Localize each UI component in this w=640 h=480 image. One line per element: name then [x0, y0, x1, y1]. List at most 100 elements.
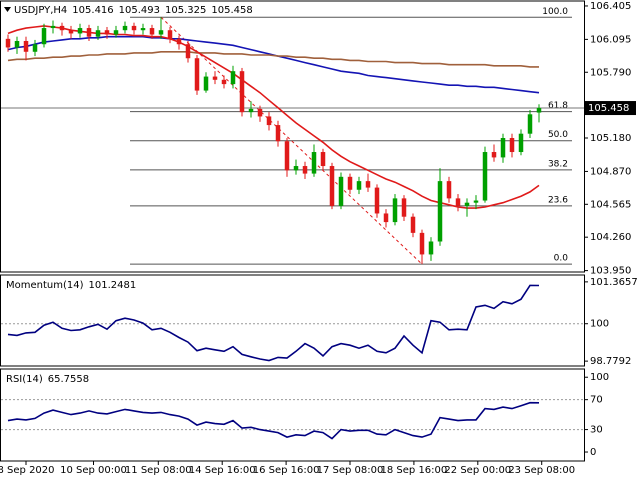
fib-label: 100.0 — [542, 7, 568, 17]
y-tick-label: 104.260 — [590, 232, 631, 243]
y-tick-label: 100 — [590, 372, 609, 383]
y-tick-label: 103.950 — [590, 266, 631, 277]
header-text: 105.325 — [165, 5, 206, 16]
y-tick-label: 106.405 — [590, 1, 631, 12]
candle-body — [437, 181, 443, 242]
candle-body — [491, 152, 497, 158]
x-tick-label: 22 Sep 00:00 — [444, 465, 511, 476]
indicator-label: Momentum(14) — [6, 280, 84, 291]
candle-body — [356, 181, 362, 190]
candle-body — [455, 198, 461, 206]
indicator-label: RSI(14) — [6, 374, 43, 385]
y-tick-label: 106.095 — [590, 34, 631, 45]
price-box — [584, 101, 636, 116]
candle-body — [77, 28, 83, 34]
x-tick-label: 18 Sep 16:00 — [381, 465, 448, 476]
header-text: 105.493 — [119, 5, 160, 16]
x-tick-label: 11 Sep 08:00 — [125, 465, 192, 476]
y-tick-label: 100 — [590, 319, 609, 330]
candle-body — [131, 25, 137, 31]
y-tick-label: 0 — [590, 447, 596, 458]
candle-body — [203, 76, 209, 91]
candle-body — [338, 176, 344, 206]
candle-body — [473, 200, 479, 203]
candle-body — [230, 71, 236, 85]
y-tick-label: 104.565 — [590, 199, 631, 210]
candle-body — [248, 108, 254, 113]
x-tick-label: 23 Sep 08:00 — [508, 465, 575, 476]
candle-body — [113, 30, 119, 35]
candle-body — [311, 152, 317, 174]
indicator-label: 101.2481 — [89, 280, 137, 291]
series-line — [7, 284, 540, 362]
candle-body — [239, 71, 245, 113]
candle-body — [446, 181, 452, 199]
candle-body — [68, 30, 74, 34]
fib-label: 23.6 — [548, 195, 568, 205]
candle-body — [23, 40, 29, 52]
candle-body — [518, 133, 524, 153]
candle-body — [32, 44, 38, 52]
candle-body — [86, 28, 92, 37]
candle-body — [392, 198, 398, 223]
candle-body — [50, 25, 56, 29]
header-text: 105.458 — [211, 5, 252, 16]
fib-label: 0.0 — [554, 254, 569, 264]
candle-body — [347, 176, 353, 190]
panel-frame — [0, 0, 585, 273]
candle-body — [509, 138, 515, 153]
candle-body — [59, 25, 65, 31]
candle-body — [122, 25, 128, 31]
header-text: 105.416 — [72, 5, 113, 16]
candle-body — [401, 198, 407, 217]
series-line — [7, 51, 539, 68]
candle-body — [275, 125, 281, 142]
candle-body — [365, 181, 371, 188]
y-tick-label: 30 — [590, 425, 603, 436]
y-tick-label: 70 — [590, 395, 603, 406]
candle-body — [5, 38, 11, 48]
candle-body — [293, 166, 299, 171]
fib-label: 38.2 — [548, 159, 568, 169]
series-line — [7, 401, 540, 440]
candle-body — [212, 76, 218, 80]
candle-body — [14, 40, 20, 48]
indicator-label: 65.7558 — [48, 374, 89, 385]
y-tick-label: 104.870 — [590, 166, 631, 177]
x-tick-label: 16 Sep 16:00 — [253, 465, 320, 476]
candle-body — [194, 58, 200, 91]
candle-body — [95, 30, 101, 37]
price-box-label: 105.458 — [588, 103, 629, 114]
candle-body — [266, 116, 272, 126]
candle-body — [257, 108, 263, 117]
candle-body — [374, 187, 380, 214]
candle-body — [500, 138, 506, 158]
candle-body — [527, 114, 533, 134]
x-tick-label: 8 Sep 2020 — [0, 465, 55, 476]
candle-body — [464, 202, 470, 206]
candle-body — [410, 216, 416, 233]
candle-body — [221, 79, 227, 85]
x-tick-label: 10 Sep 00:00 — [60, 465, 127, 476]
y-tick-label: 101.3657 — [590, 277, 638, 288]
candle-body — [185, 44, 191, 59]
panel-frame — [0, 368, 585, 462]
header-text: USDJPY,H4 — [14, 5, 67, 16]
candle-body — [302, 166, 308, 174]
candle-body — [320, 152, 326, 167]
candle-body — [329, 166, 335, 206]
x-tick-label: 17 Sep 08:00 — [317, 465, 384, 476]
candle-body — [167, 30, 173, 39]
candle-body — [149, 28, 155, 35]
candle-body — [176, 38, 182, 45]
menu-arrow — [4, 7, 11, 12]
fib-label: 61.8 — [548, 101, 568, 111]
candle-body — [104, 30, 110, 35]
candle-body — [419, 232, 425, 255]
candle-body — [41, 28, 47, 45]
candle-body — [428, 241, 434, 255]
candle-body — [482, 152, 488, 201]
candle-body — [383, 213, 389, 223]
